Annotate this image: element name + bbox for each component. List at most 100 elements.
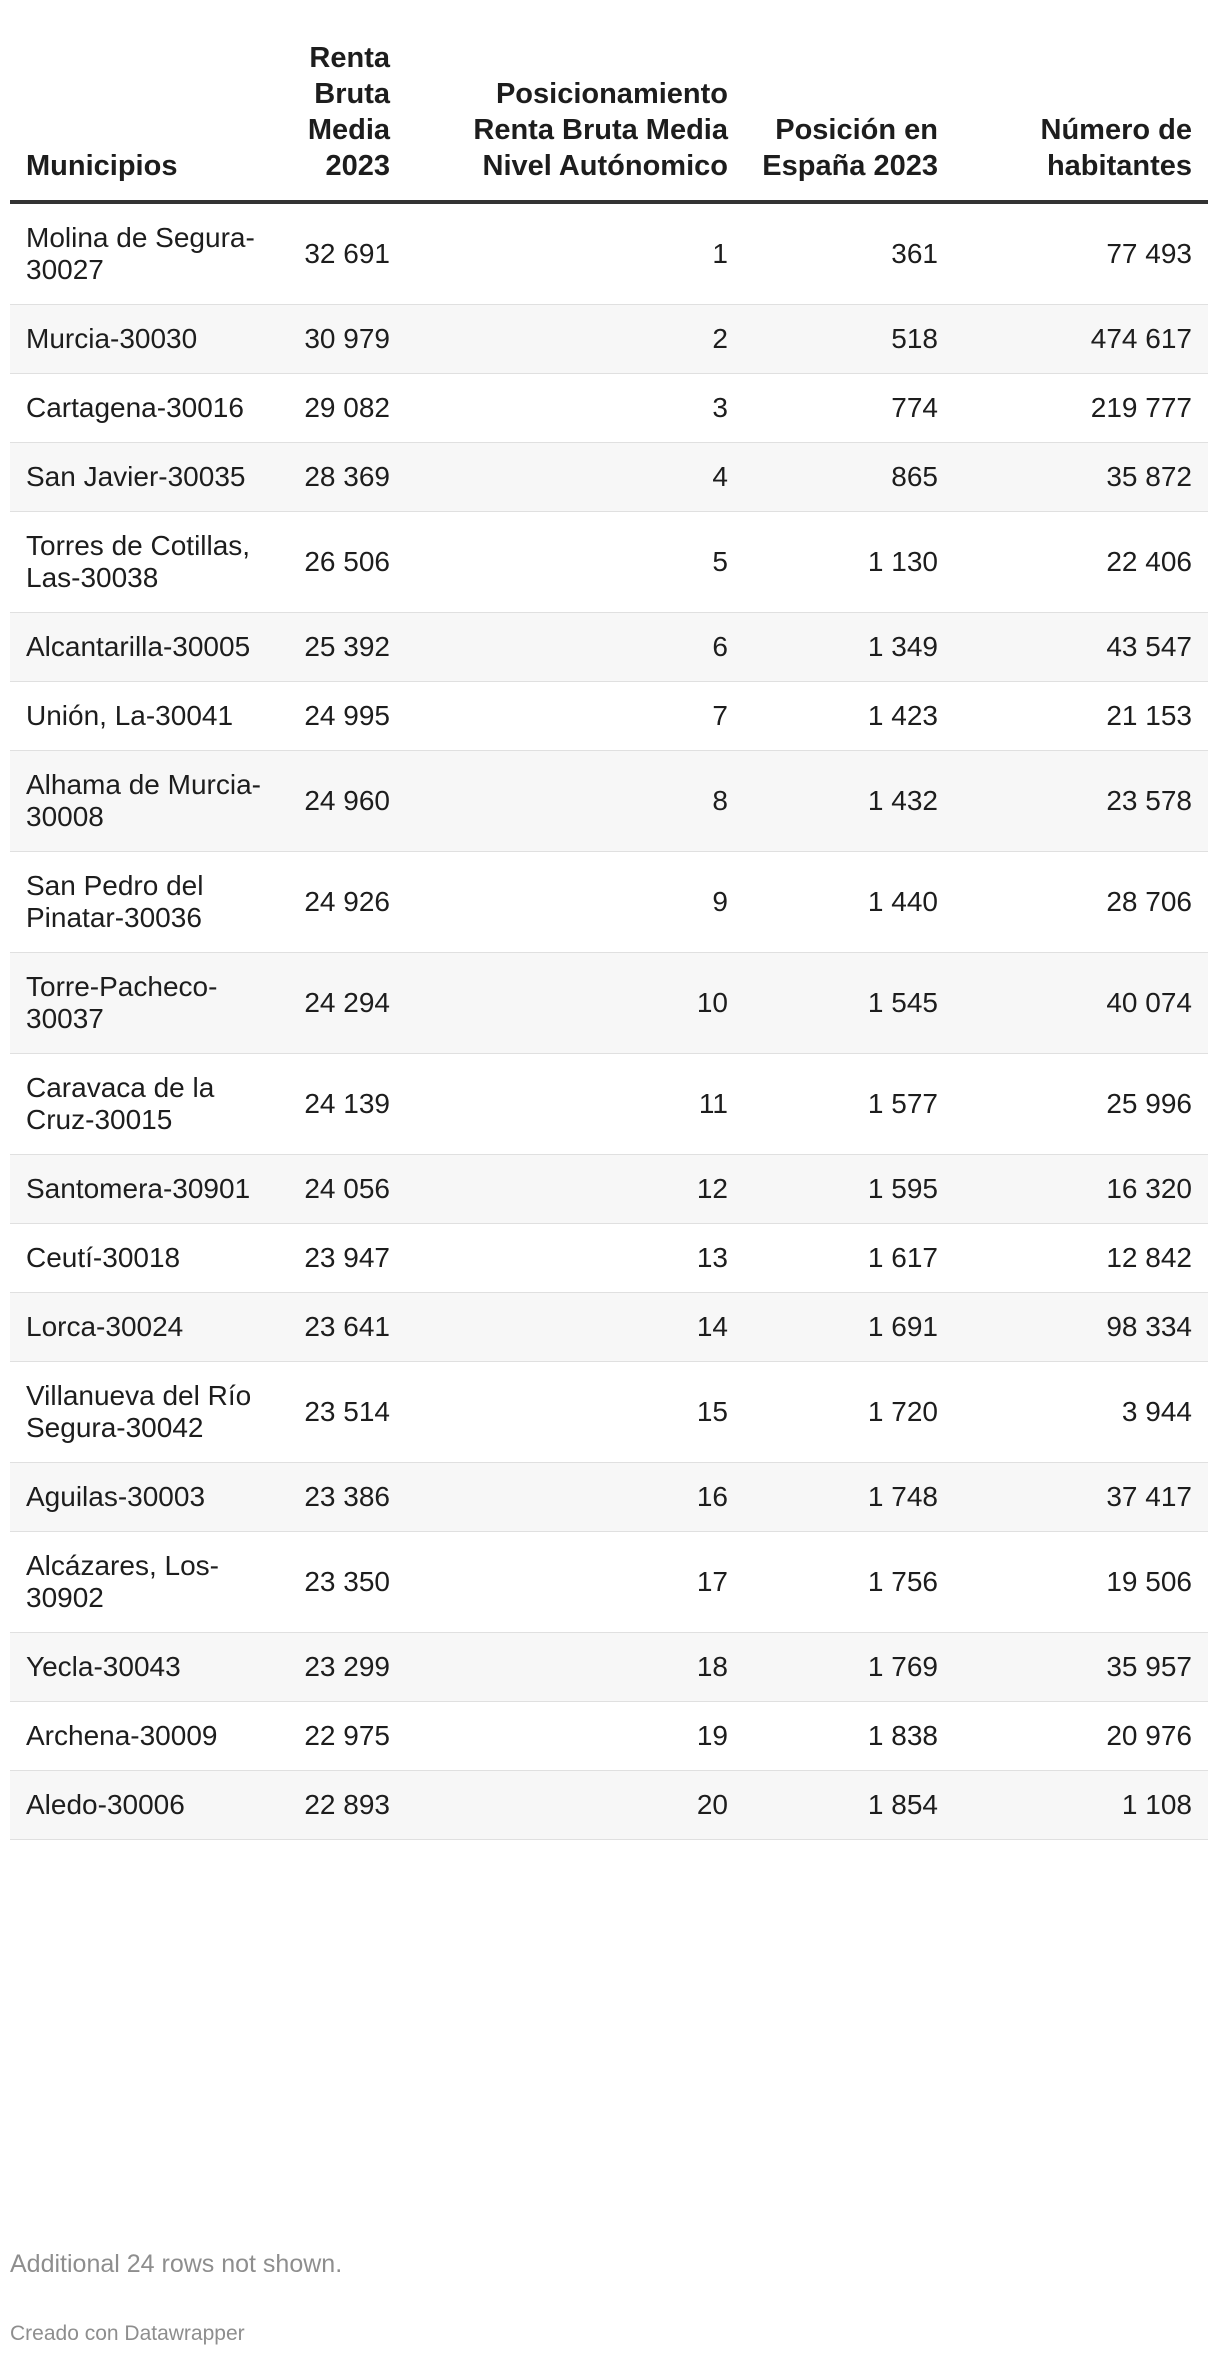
- value-cell: 29 082: [284, 373, 406, 443]
- municipality-cell: Murcia-30030: [10, 304, 284, 374]
- value-cell: 10: [406, 952, 744, 1054]
- value-cell: 1 756: [744, 1531, 954, 1633]
- value-cell: 19 506: [954, 1531, 1208, 1633]
- table-row: Villanueva del Río Segura-30042 23 514 15 1…: [10, 1361, 1208, 1463]
- value-cell: 30 979: [284, 304, 406, 374]
- table-row: Molina de Segura-30027 32 691 1 361 77 493: [10, 202, 1208, 305]
- municipality-cell: Unión, La-30041: [10, 681, 284, 751]
- value-cell: 24 056: [284, 1154, 406, 1224]
- municipality-cell: Alcantarilla-30005: [10, 612, 284, 682]
- value-cell: 9: [406, 851, 744, 953]
- value-cell: 23 350: [284, 1531, 406, 1633]
- value-cell: 7: [406, 681, 744, 751]
- column-header[interactable]: Posición en España 2023: [744, 40, 954, 204]
- value-cell: 32 691: [284, 202, 406, 305]
- value-cell: 24 926: [284, 851, 406, 953]
- value-cell: 24 294: [284, 952, 406, 1054]
- table-row: Archena-30009 22 975 19 1 838 20 976: [10, 1701, 1208, 1771]
- municipality-cell: Cartagena-30016: [10, 373, 284, 443]
- municipality-cell: Torre-Pacheco-30037: [10, 952, 284, 1054]
- municipality-cell: Alhama de Murcia-30008: [10, 750, 284, 852]
- table-row: Santomera-30901 24 056 12 1 595 16 320: [10, 1154, 1208, 1224]
- value-cell: 15: [406, 1361, 744, 1463]
- value-cell: 26 506: [284, 511, 406, 613]
- municipality-cell: Molina de Segura-30027: [10, 202, 284, 305]
- table-row: Torres de Cotillas, Las-30038 26 506 5 1 13…: [10, 511, 1208, 613]
- value-cell: 1: [406, 202, 744, 305]
- value-cell: 1 545: [744, 952, 954, 1054]
- value-cell: 20 976: [954, 1701, 1208, 1771]
- value-cell: 35 957: [954, 1632, 1208, 1702]
- value-cell: 1 691: [744, 1292, 954, 1362]
- value-cell: 3: [406, 373, 744, 443]
- value-cell: 1 440: [744, 851, 954, 953]
- value-cell: 28 369: [284, 442, 406, 512]
- value-cell: 23 299: [284, 1632, 406, 1702]
- value-cell: 774: [744, 373, 954, 443]
- value-cell: 1 423: [744, 681, 954, 751]
- value-cell: 22 893: [284, 1770, 406, 1840]
- value-cell: 24 960: [284, 750, 406, 852]
- value-cell: 18: [406, 1632, 744, 1702]
- municipality-cell: Aledo-30006: [10, 1770, 284, 1840]
- value-cell: 6: [406, 612, 744, 682]
- value-cell: 20: [406, 1770, 744, 1840]
- municipality-cell: Lorca-30024: [10, 1292, 284, 1362]
- table-row: Alhama de Murcia-30008 24 960 8 1 432 23 578: [10, 750, 1208, 852]
- value-cell: 17: [406, 1531, 744, 1633]
- value-cell: 1 748: [744, 1462, 954, 1532]
- value-cell: 40 074: [954, 952, 1208, 1054]
- value-cell: 25 996: [954, 1053, 1208, 1155]
- value-cell: 13: [406, 1223, 744, 1293]
- table-row: Aguilas-30003 23 386 16 1 748 37 417: [10, 1462, 1208, 1532]
- municipality-cell: Alcázares, Los-30902: [10, 1531, 284, 1633]
- column-header[interactable]: Municipios: [10, 40, 284, 204]
- table-row: Caravaca de la Cruz-30015 24 139 11 1 577 25…: [10, 1053, 1208, 1155]
- column-header[interactable]: Renta Bruta Media 2023: [284, 40, 406, 204]
- column-header[interactable]: Número de habitantes: [954, 40, 1208, 204]
- table-row: Yecla-30043 23 299 18 1 769 35 957: [10, 1632, 1208, 1702]
- municipality-cell: Caravaca de la Cruz-30015: [10, 1053, 284, 1155]
- table-row: Cartagena-30016 29 082 3 774 219 777: [10, 373, 1208, 443]
- value-cell: 23 947: [284, 1223, 406, 1293]
- value-cell: 28 706: [954, 851, 1208, 953]
- value-cell: 1 577: [744, 1053, 954, 1155]
- municipality-cell: Archena-30009: [10, 1701, 284, 1771]
- value-cell: 219 777: [954, 373, 1208, 443]
- value-cell: 8: [406, 750, 744, 852]
- value-cell: 518: [744, 304, 954, 374]
- header-row: Municipios Renta Bruta Media 2023 Posici…: [10, 40, 1208, 204]
- table-row: Unión, La-30041 24 995 7 1 423 21 153: [10, 681, 1208, 751]
- value-cell: 1 349: [744, 612, 954, 682]
- municipality-cell: San Javier-30035: [10, 442, 284, 512]
- value-cell: 24 139: [284, 1053, 406, 1155]
- table-row: Ceutí-30018 23 947 13 1 617 12 842: [10, 1223, 1208, 1293]
- value-cell: 1 720: [744, 1361, 954, 1463]
- value-cell: 24 995: [284, 681, 406, 751]
- value-cell: 865: [744, 442, 954, 512]
- value-cell: 5: [406, 511, 744, 613]
- value-cell: 23 641: [284, 1292, 406, 1362]
- value-cell: 77 493: [954, 202, 1208, 305]
- table-row: Alcázares, Los-30902 23 350 17 1 756 19 506: [10, 1531, 1208, 1633]
- value-cell: 12 842: [954, 1223, 1208, 1293]
- column-header[interactable]: Posicionamiento Renta Bruta Media Nivel …: [406, 40, 744, 204]
- value-cell: 361: [744, 202, 954, 305]
- value-cell: 23 386: [284, 1462, 406, 1532]
- value-cell: 1 595: [744, 1154, 954, 1224]
- value-cell: 4: [406, 442, 744, 512]
- value-cell: 23 578: [954, 750, 1208, 852]
- municipality-cell: Yecla-30043: [10, 1632, 284, 1702]
- table-notes: Additional 24 rows not shown.: [10, 2250, 343, 2278]
- municipality-cell: Torres de Cotillas, Las-30038: [10, 511, 284, 613]
- municipality-cell: San Pedro del Pinatar-30036: [10, 851, 284, 953]
- value-cell: 21 153: [954, 681, 1208, 751]
- data-table: Municipios Renta Bruta Media 2023 Posici…: [10, 40, 1208, 1840]
- table-row: Torre-Pacheco-30037 24 294 10 1 545 40 074: [10, 952, 1208, 1054]
- table-row: Murcia-30030 30 979 2 518 474 617: [10, 304, 1208, 374]
- value-cell: 16 320: [954, 1154, 1208, 1224]
- value-cell: 1 769: [744, 1632, 954, 1702]
- table-body: Molina de Segura-30027 32 691 1 361 77 493 Mu…: [10, 202, 1208, 1840]
- municipality-cell: Santomera-30901: [10, 1154, 284, 1224]
